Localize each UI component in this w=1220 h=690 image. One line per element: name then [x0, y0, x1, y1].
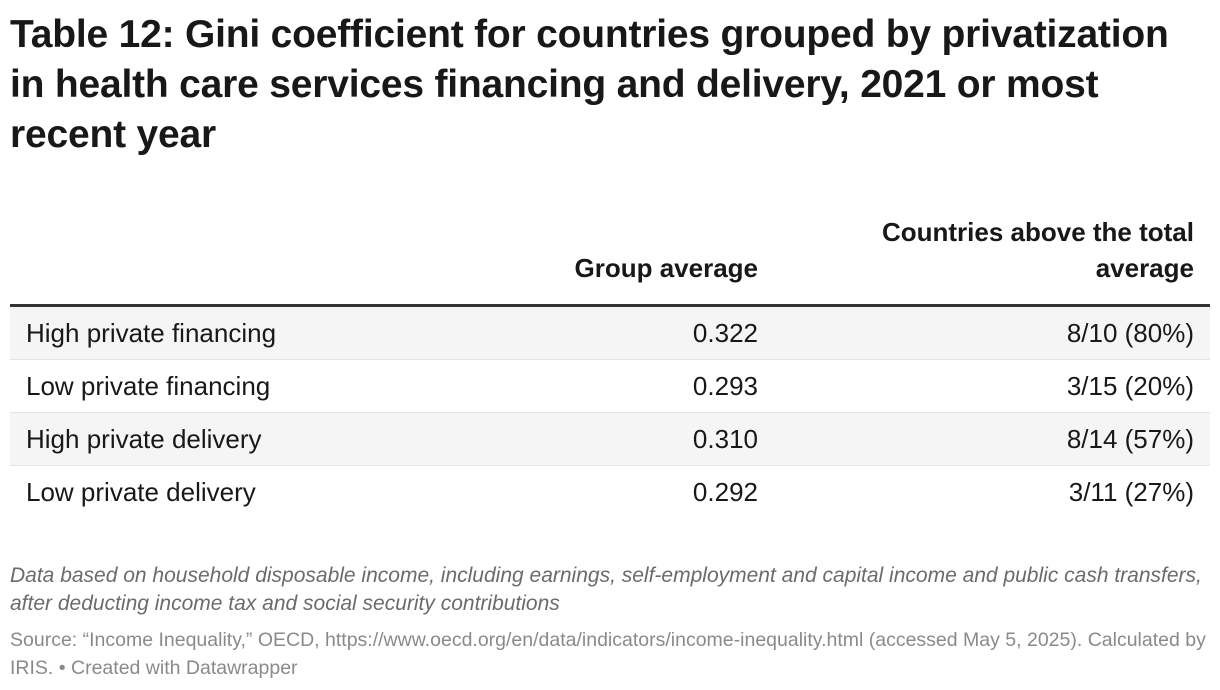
- table-notes: Data based on household disposable incom…: [10, 564, 1202, 615]
- row-label: High private delivery: [26, 424, 262, 454]
- table-row: Low private financing 0.293 3/15 (20%): [10, 360, 1210, 413]
- countries-above-cell: 3/11 (27%): [1068, 477, 1194, 507]
- table-row: Low private delivery 0.292 3/11 (27%): [10, 466, 1210, 518]
- header-countries-above: Countries above the total average: [881, 217, 1194, 283]
- row-label: High private financing: [26, 318, 277, 348]
- table-row: High private financing 0.322 8/10 (80%): [10, 307, 1210, 360]
- row-label: Low private financing: [26, 371, 271, 401]
- group-average-cell: 0.293: [692, 371, 758, 401]
- chart-container: Table 12: Gini coefficient for countries…: [10, 10, 1210, 679]
- header-group-average: Group average: [574, 253, 758, 283]
- data-table: Group average Countries above the total …: [10, 210, 1210, 518]
- table-header: Group average Countries above the total …: [10, 210, 1210, 307]
- group-average-cell: 0.292: [692, 477, 758, 507]
- group-average-cell: 0.322: [692, 318, 758, 348]
- group-average-cell: 0.310: [692, 424, 758, 454]
- table-row: High private delivery 0.310 8/14 (57%): [10, 413, 1210, 466]
- row-label: Low private delivery: [26, 477, 256, 507]
- table-source: Source: “Income Inequality,” OECD, https…: [10, 629, 1206, 679]
- table-body: High private financing 0.322 8/10 (80%) Low…: [10, 307, 1210, 518]
- table-title: Table 12: Gini coefficient for countries…: [10, 13, 1169, 156]
- countries-above-cell: 8/10 (80%): [1066, 318, 1194, 348]
- countries-above-cell: 3/15 (20%): [1066, 371, 1194, 401]
- countries-above-cell: 8/14 (57%): [1066, 424, 1194, 454]
